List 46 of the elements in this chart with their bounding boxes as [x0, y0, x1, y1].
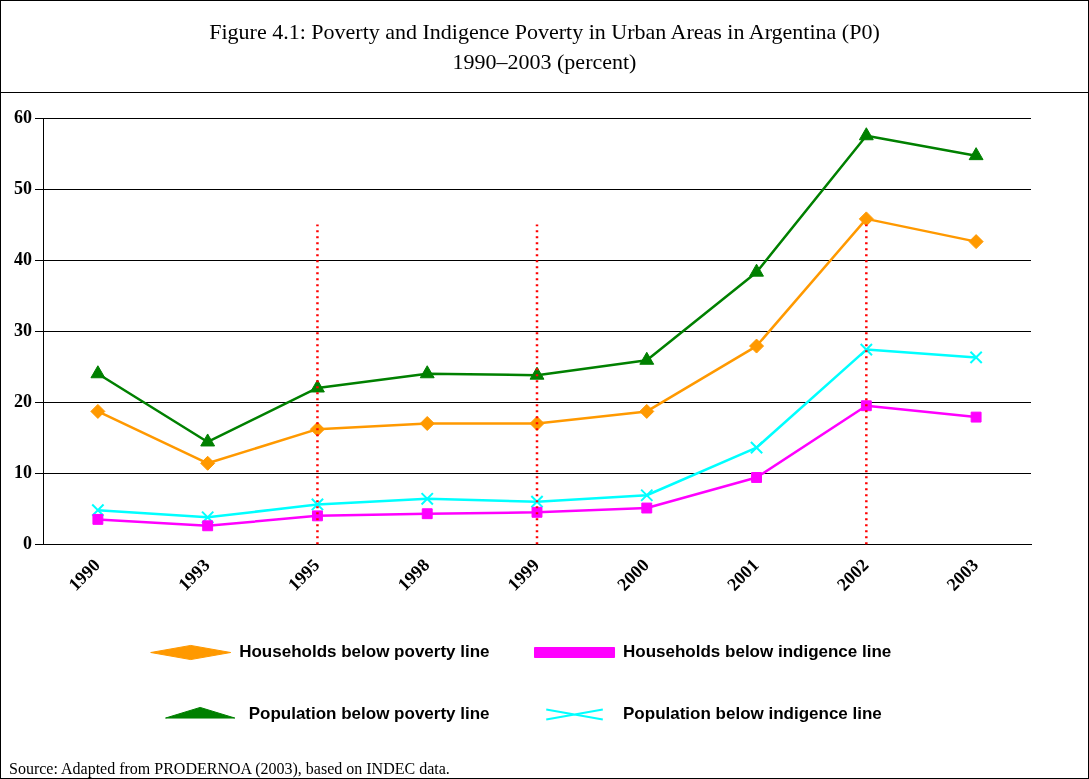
legend-label: Households below poverty line [239, 642, 490, 662]
point [860, 400, 872, 412]
point [968, 147, 984, 161]
y-tick-label: 60 [14, 106, 32, 127]
point [858, 211, 874, 227]
point [749, 263, 764, 277]
point [530, 494, 544, 509]
point [92, 513, 104, 525]
point [859, 342, 873, 357]
y-tick-label: 10 [14, 461, 32, 482]
point [421, 508, 433, 520]
point [531, 506, 543, 518]
point [639, 403, 655, 419]
point [419, 365, 435, 379]
y-tick-label: 40 [14, 248, 32, 269]
point [201, 510, 215, 524]
point [969, 350, 983, 365]
point [970, 411, 982, 423]
point [420, 492, 434, 506]
y-tick-label: 30 [14, 319, 32, 340]
source-note: Source: Adapted from PRODERNOA (2003), based on INDEC data. [9, 760, 450, 778]
point [310, 379, 325, 393]
y-tick-label: 0 [23, 532, 32, 553]
point [529, 366, 545, 380]
point [91, 503, 105, 517]
y-tick-label: 20 [14, 390, 32, 411]
point [202, 520, 214, 532]
point [200, 433, 216, 447]
point [641, 502, 653, 514]
point [968, 234, 984, 250]
point [640, 488, 654, 502]
chart-title: Figure 4.1: Poverty and Indigence Poverty in Urban Areas in Argentina (P0) 1990–2003 (percent) [1, 1, 1088, 93]
legend-label: Households below indigence line [623, 642, 892, 662]
point [200, 455, 216, 471]
point [749, 338, 765, 354]
point [90, 403, 106, 419]
legend-label: Population below indigence line [623, 704, 882, 724]
point [749, 440, 764, 455]
y-tick-label: 50 [14, 177, 32, 198]
point [639, 351, 655, 365]
point [310, 497, 325, 512]
point [90, 365, 106, 379]
point [419, 415, 435, 431]
legend-label: Population below poverty line [248, 704, 490, 724]
point [858, 127, 874, 141]
point [751, 472, 763, 483]
